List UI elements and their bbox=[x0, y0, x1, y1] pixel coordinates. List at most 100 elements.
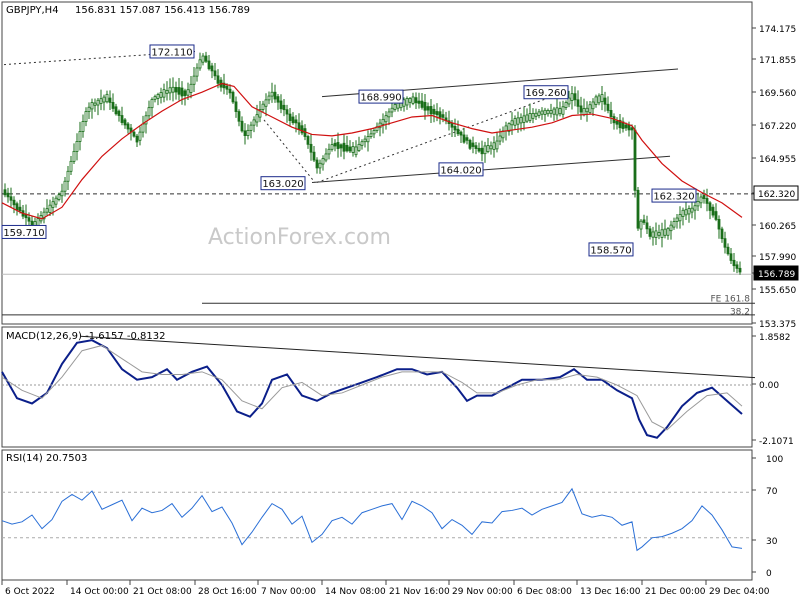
candle-body bbox=[471, 142, 475, 147]
candle-body bbox=[534, 112, 538, 117]
candle-body bbox=[450, 123, 454, 128]
trendline bbox=[316, 93, 561, 183]
candle-body bbox=[171, 86, 175, 93]
candle-body bbox=[333, 142, 337, 147]
candle-body bbox=[723, 238, 727, 248]
price-label-box bbox=[260, 176, 306, 191]
candle-body bbox=[591, 101, 595, 110]
candle-body bbox=[246, 129, 250, 137]
candle-body bbox=[273, 91, 277, 100]
candle-body bbox=[696, 200, 700, 207]
candle-body bbox=[294, 119, 298, 124]
candle-body bbox=[108, 97, 112, 103]
candle-body bbox=[174, 87, 178, 93]
price-label-text: 159.710 bbox=[3, 228, 44, 239]
candle-body bbox=[558, 108, 562, 115]
price-label: 162.320 bbox=[651, 188, 697, 203]
price-tick-label: 155.650 bbox=[759, 286, 796, 296]
candle-body bbox=[642, 219, 646, 223]
candle-body bbox=[330, 144, 334, 150]
candle-body bbox=[669, 224, 673, 232]
price-label-text: 172.110 bbox=[151, 47, 192, 58]
candle-body bbox=[504, 125, 508, 132]
price-label: 172.110 bbox=[149, 44, 195, 59]
candle-body bbox=[264, 99, 268, 107]
price-panel-title: GBPJPY,H4 bbox=[6, 5, 59, 16]
candle-body bbox=[225, 85, 229, 90]
candle-body bbox=[555, 107, 559, 116]
candle-body bbox=[510, 120, 514, 126]
candle-body bbox=[582, 108, 586, 116]
candle-body bbox=[606, 103, 610, 111]
candle-body bbox=[117, 110, 121, 116]
x-tick-label: 14 Oct 00:00 bbox=[70, 587, 129, 597]
candle-body bbox=[96, 99, 100, 106]
candle-body bbox=[132, 131, 136, 137]
candle-body bbox=[12, 199, 16, 206]
candle-body bbox=[417, 100, 421, 104]
price-label-box bbox=[588, 242, 634, 257]
candle-body bbox=[531, 113, 535, 119]
candle-body bbox=[342, 142, 346, 152]
candle-body bbox=[231, 91, 235, 103]
candle-body bbox=[15, 203, 19, 211]
candle-body bbox=[138, 131, 142, 141]
candle-body bbox=[594, 96, 598, 105]
rsi-line bbox=[1, 487, 743, 552]
candle-body bbox=[456, 128, 460, 135]
candle-body bbox=[288, 113, 292, 121]
candle-body bbox=[63, 180, 67, 192]
price-label: 168.990 bbox=[358, 89, 404, 104]
candle-body bbox=[513, 118, 517, 126]
candle-body bbox=[9, 196, 13, 201]
candle-body bbox=[435, 111, 439, 116]
candle-body bbox=[240, 120, 244, 132]
candle-body bbox=[384, 115, 388, 123]
candle-body bbox=[60, 190, 64, 197]
x-tick-label: 14 Nov 08:00 bbox=[325, 587, 386, 597]
candle-body bbox=[45, 208, 49, 213]
candle-body bbox=[90, 102, 94, 110]
candle-body bbox=[216, 75, 220, 84]
candle-body bbox=[480, 147, 484, 155]
candle-body bbox=[93, 102, 97, 106]
candle-body bbox=[297, 122, 301, 130]
candle-body bbox=[243, 130, 247, 137]
trendline bbox=[263, 119, 316, 183]
price-label-text: 158.570 bbox=[590, 245, 631, 256]
price-label-box bbox=[523, 85, 569, 100]
candle-body bbox=[585, 107, 589, 113]
price-series-layer: 172.110 168.990 169.260 163.020 164.020 162.3… bbox=[1, 44, 750, 318]
candle-body bbox=[699, 196, 703, 204]
candle-body bbox=[726, 246, 730, 255]
rsi-tick-label: 100 bbox=[766, 455, 783, 465]
candle-body bbox=[318, 162, 322, 169]
candle-body bbox=[222, 82, 226, 89]
candle-body bbox=[597, 95, 601, 104]
candle-body bbox=[81, 121, 85, 132]
candle-body bbox=[627, 124, 631, 131]
price-label: 169.260 bbox=[523, 85, 569, 100]
candle-body bbox=[459, 131, 463, 136]
candle-body bbox=[714, 211, 718, 220]
candle-body bbox=[711, 206, 715, 216]
macd-line bbox=[1, 339, 743, 439]
candle-body bbox=[18, 206, 22, 212]
candle-body bbox=[237, 111, 241, 122]
candle-body bbox=[291, 116, 295, 124]
candle-body bbox=[564, 102, 568, 108]
candle-body bbox=[489, 145, 493, 150]
price-panel-frame bbox=[1, 1, 753, 325]
price-label: 158.570 bbox=[588, 242, 634, 257]
macd-tick-label: -2.1071 bbox=[759, 437, 794, 447]
candle-body bbox=[453, 126, 457, 131]
candle-body bbox=[690, 207, 694, 213]
candle-body bbox=[552, 108, 556, 115]
candle-body bbox=[426, 106, 430, 111]
candle-body bbox=[732, 259, 736, 267]
rsi-tick-label: 70 bbox=[766, 487, 778, 497]
candle-body bbox=[324, 153, 328, 161]
candle-body bbox=[198, 59, 202, 69]
axis-labels-layer: 174.175 171.855 169.560 167.220 164.955 162.3… bbox=[1, 25, 799, 597]
